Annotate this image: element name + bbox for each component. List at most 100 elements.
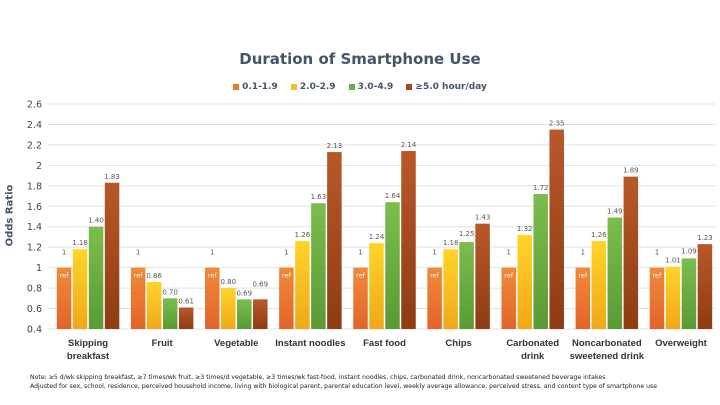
- y-tick-label: 2.6: [27, 100, 42, 111]
- data-label: 1.83: [104, 173, 120, 181]
- bar-0.11.9-4: [353, 267, 368, 329]
- bar-2.02.9-2: [221, 288, 236, 329]
- data-label: 0.61: [178, 298, 194, 306]
- bar-0.11.9-5: [427, 267, 442, 329]
- x-tick-label: drink: [521, 351, 545, 362]
- data-label: 1.24: [369, 233, 385, 241]
- x-tick-label: Noncarbonated: [572, 338, 642, 349]
- x-tick-label: Skipping: [68, 338, 108, 349]
- bar-0.11.9-8: [649, 267, 665, 329]
- data-label: 1.26: [295, 231, 311, 239]
- bar-0.11.9-0: [56, 267, 72, 329]
- chart-title: Duration of Smartphone Use: [239, 50, 481, 68]
- bar-5.0hourday-6: [549, 129, 564, 329]
- ref-label: ref: [282, 272, 292, 280]
- bar-0.11.9-2: [205, 267, 220, 329]
- data-label: 2.13: [327, 142, 343, 150]
- bar-3.04.9-4: [385, 202, 400, 329]
- data-label: 1.72: [533, 184, 549, 192]
- data-label: 1.09: [681, 248, 697, 256]
- bar-2.02.9-7: [591, 241, 607, 329]
- bar-3.04.9-1: [162, 298, 178, 329]
- data-label: 0.80: [220, 278, 236, 286]
- bar-0.11.9-3: [279, 267, 294, 329]
- y-tick-label: 2.4: [27, 120, 42, 131]
- data-label: 0.69: [252, 280, 268, 288]
- bar-2.02.9-0: [72, 249, 88, 329]
- note-line: Note: ≥5 d/wk skipping breakfast, ≥7 tim…: [30, 374, 606, 381]
- bar-5.0hourday-7: [623, 176, 639, 329]
- data-label: 1.25: [459, 230, 475, 238]
- bar-5.0hourday-5: [475, 223, 490, 329]
- legend-label: ≥5.0 hour/day: [415, 82, 487, 92]
- y-tick-label: 1: [36, 263, 42, 274]
- legend-item: 3.0-4.9: [348, 82, 394, 92]
- legend-label: 2.0-2.9: [299, 82, 336, 92]
- bar-2.02.9-1: [146, 281, 162, 329]
- data-label: 1: [284, 249, 288, 257]
- data-label: 0.69: [236, 289, 252, 297]
- ref-label: ref: [430, 272, 440, 280]
- bar-5.0hourday-1: [178, 307, 194, 329]
- x-tick-label: Overweight: [655, 338, 708, 349]
- y-tick-label: 0.4: [27, 325, 42, 336]
- y-tick-label: 2.2: [27, 140, 42, 151]
- bar-5.0hourday-3: [327, 152, 342, 329]
- data-label: 1: [506, 249, 510, 257]
- data-label: 1.40: [88, 217, 104, 225]
- y-tick-label: 0.8: [27, 284, 42, 295]
- data-label: 2.14: [401, 141, 417, 149]
- bar-3.04.9-8: [681, 258, 697, 329]
- data-label: 1.32: [517, 225, 533, 233]
- bar-5.0hourday-4: [401, 151, 416, 329]
- data-label: 0.86: [146, 272, 162, 280]
- data-label: 1: [210, 249, 214, 257]
- bar-0.11.9-6: [501, 267, 516, 329]
- x-tick-label: breakfast: [67, 351, 110, 362]
- data-label: 1: [136, 249, 140, 257]
- legend-swatch: [233, 83, 240, 90]
- data-label: 1: [358, 249, 362, 257]
- y-tick-label: 1.2: [27, 243, 42, 254]
- y-tick-label: 1.4: [27, 222, 42, 233]
- bar-0.11.9-7: [575, 267, 591, 329]
- data-label: 1.63: [311, 193, 327, 201]
- data-label: 1: [581, 249, 585, 257]
- legend-swatch: [290, 83, 297, 90]
- y-tick-label: 0.6: [27, 304, 42, 315]
- bar-2.02.9-5: [443, 249, 458, 329]
- legend-label: 3.0-4.9: [357, 82, 394, 92]
- data-label: 1.23: [697, 234, 713, 242]
- data-label: 0.70: [162, 288, 178, 296]
- data-label: 1.18: [72, 239, 88, 247]
- x-tick-label: Instant noodles: [275, 338, 345, 349]
- data-label: 2.35: [549, 120, 565, 128]
- bar-5.0hourday-2: [253, 299, 268, 329]
- data-label: 1: [432, 249, 436, 257]
- data-label: 1.89: [623, 167, 639, 175]
- bar-3.04.9-7: [607, 217, 623, 329]
- x-tick-label: Vegetable: [214, 338, 258, 349]
- y-tick-label: 2: [36, 161, 42, 172]
- bar-5.0hourday-8: [697, 244, 713, 329]
- bar-2.02.9-8: [665, 266, 681, 329]
- bar-3.04.9-5: [459, 242, 474, 329]
- data-label: 1: [62, 249, 66, 257]
- bar-2.02.9-6: [517, 234, 532, 329]
- bar-5.0hourday-0: [104, 182, 120, 329]
- legend-item: ≥5.0 hour/day: [406, 82, 487, 92]
- notes: Note: ≥5 d/wk skipping breakfast, ≥7 tim…: [30, 373, 657, 391]
- y-tick-label: 1.8: [27, 181, 42, 192]
- bar-3.04.9-3: [311, 203, 326, 329]
- data-label: 1.43: [475, 214, 491, 222]
- bar-3.04.9-6: [533, 194, 548, 329]
- ref-label: ref: [578, 272, 588, 280]
- data-label: 1: [655, 249, 659, 257]
- x-tick-label: Fruit: [152, 338, 174, 349]
- data-label: 1.26: [591, 231, 607, 239]
- data-label: 1.64: [385, 192, 401, 200]
- data-label: 1.49: [607, 208, 623, 216]
- data-label: 1.18: [443, 239, 459, 247]
- ref-label: ref: [208, 272, 218, 280]
